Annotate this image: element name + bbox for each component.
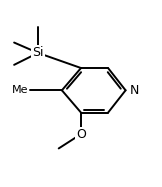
Text: Me: Me [12,85,29,95]
Text: Si: Si [32,46,44,59]
Text: O: O [76,128,86,141]
Text: N: N [130,84,139,97]
